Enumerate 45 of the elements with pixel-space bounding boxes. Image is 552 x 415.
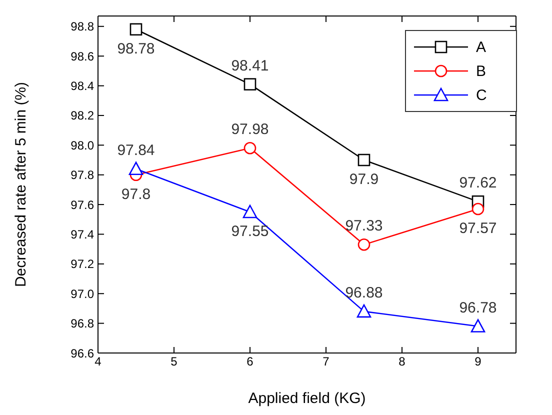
y-axis-title: Decreased rate after 5 min (%) xyxy=(12,82,30,288)
data-label: 98.78 xyxy=(117,40,155,58)
data-label: 97.55 xyxy=(231,222,269,240)
y-tick-label: 96.8 xyxy=(70,316,94,331)
data-label: 97.57 xyxy=(459,220,497,237)
x-tick-label: 8 xyxy=(398,354,406,369)
point xyxy=(470,319,486,332)
point xyxy=(358,238,370,251)
x-tick-label: 9 xyxy=(474,354,482,369)
x-tick-label: 5 xyxy=(170,354,178,369)
data-label: 97.9 xyxy=(349,171,379,188)
point xyxy=(244,78,256,90)
data-label: 98.41 xyxy=(231,57,269,74)
y-tick-label: 97.6 xyxy=(70,198,94,212)
point xyxy=(128,162,144,176)
y-tick-label: 98.2 xyxy=(70,108,94,123)
data-label: 96.88 xyxy=(345,284,383,302)
x-tick-label: 4 xyxy=(94,354,102,369)
y-tick-label: 97.8 xyxy=(70,168,94,182)
data-label: 97.84 xyxy=(117,142,155,159)
data-label: 97.98 xyxy=(231,121,269,138)
legend-label: A xyxy=(476,38,486,56)
y-tick-label: 98.4 xyxy=(70,79,94,94)
point xyxy=(130,23,142,36)
y-tick-label: 96.6 xyxy=(70,346,94,360)
point xyxy=(242,204,258,218)
legend-label: B xyxy=(476,62,486,80)
legend-label: C xyxy=(476,86,487,104)
x-tick-label: 6 xyxy=(246,354,254,369)
point xyxy=(244,142,256,154)
y-tick-label: 97.2 xyxy=(70,257,94,272)
point xyxy=(356,304,372,318)
data-label: 96.78 xyxy=(459,299,497,316)
y-tick-label: 98.0 xyxy=(70,138,94,152)
y-tick-label: 97.4 xyxy=(70,227,94,242)
data-label: 97.33 xyxy=(345,218,383,235)
point xyxy=(472,202,484,216)
y-tick-label: 98.6 xyxy=(70,49,94,64)
x-tick-label: 7 xyxy=(322,354,330,369)
y-tick-label: 98.8 xyxy=(70,20,94,34)
data-label: 97.8 xyxy=(121,186,151,203)
point xyxy=(358,154,370,166)
x-axis-title: Applied field (KG) xyxy=(248,390,366,407)
data-label: 97.62 xyxy=(459,174,497,192)
y-tick-label: 97.0 xyxy=(70,286,94,301)
